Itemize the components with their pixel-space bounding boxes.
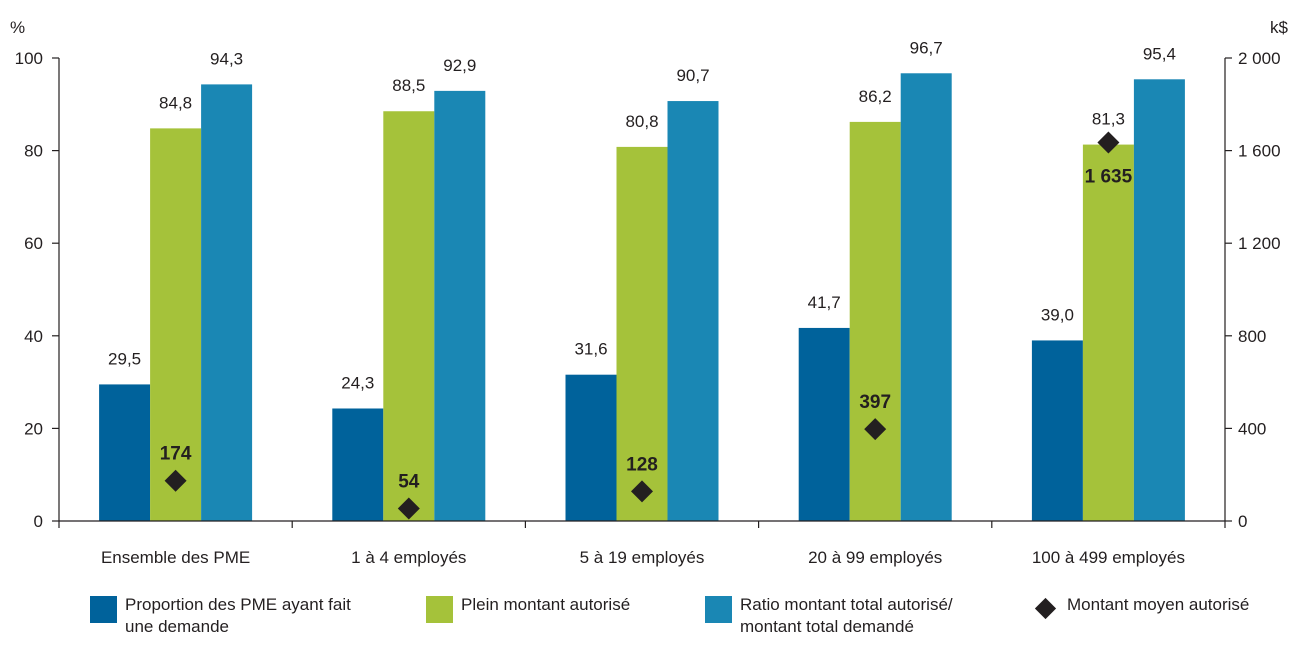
legend-item-proportion: Proportion des PME ayant fait une demand… xyxy=(90,594,351,638)
x-tick-label: Ensemble des PME xyxy=(101,548,250,567)
bar-value-label: 31,6 xyxy=(574,340,607,359)
bar-value-label: 88,5 xyxy=(392,76,425,95)
bar-series-1 xyxy=(798,327,850,521)
bar-series-3 xyxy=(667,101,719,522)
legend-item-montant-moyen: Montant moyen autorisé xyxy=(1032,594,1250,620)
marker-value-label: 174 xyxy=(160,444,192,465)
bar-value-label: 94,3 xyxy=(210,49,243,68)
bar-series-3 xyxy=(434,90,486,522)
bar-series-1 xyxy=(1031,340,1083,521)
diamond-marker xyxy=(164,469,187,492)
bar-value-label: 96,7 xyxy=(910,38,943,57)
combo-bar-chart: 29,5 84,8 94,3 24,3 88,5 92,9 31,6 80,8 90,7 41,7… xyxy=(10,18,1289,567)
y-right-tick-label: 0 xyxy=(1238,512,1247,531)
legend: Proportion des PME ayant fait une demand… xyxy=(0,594,1299,647)
marker-value-label: 1 635 xyxy=(1085,166,1133,187)
y-axis-left-unit: % xyxy=(10,18,25,37)
marker-value-label: 54 xyxy=(398,471,420,492)
marker-value-label: 397 xyxy=(859,392,891,413)
x-axis-ticks: Ensemble des PME 1 à 4 employés 5 à 19 emp… xyxy=(58,521,1226,567)
bar-series-2 xyxy=(1082,144,1134,521)
bar-value-label: 86,2 xyxy=(859,87,892,106)
y-right-tick-label: 1 600 xyxy=(1238,142,1281,161)
y-left-tick-label: 60 xyxy=(24,234,43,253)
bar-value-label: 80,8 xyxy=(625,112,658,131)
diamond-icon xyxy=(1034,597,1057,620)
bar-series-3 xyxy=(201,84,253,522)
diamond-marker xyxy=(397,497,420,520)
legend-item-plein-montant: Plein montant autorisé xyxy=(426,594,630,623)
marker-value-label: 128 xyxy=(626,454,658,475)
x-tick-label: 5 à 19 employés xyxy=(580,548,705,567)
bar-series-2 xyxy=(150,128,202,521)
y-left-tick-label: 80 xyxy=(24,142,43,161)
legend-swatch-ratio xyxy=(705,596,732,623)
bar-value-label: 92,9 xyxy=(443,56,476,75)
legend-swatch-proportion xyxy=(90,596,117,623)
diamond-marker xyxy=(864,418,887,441)
bar-series-3 xyxy=(900,73,952,522)
bar-value-label: 90,7 xyxy=(676,66,709,85)
x-tick-label: 100 à 499 employés xyxy=(1032,548,1185,567)
bar-value-label: 39,0 xyxy=(1041,305,1074,324)
legend-label-proportion: Proportion des PME ayant fait une demand… xyxy=(125,595,351,636)
bar-series-2 xyxy=(616,146,668,521)
y-left-tick-label: 20 xyxy=(24,419,43,438)
x-tick-label: 20 à 99 employés xyxy=(808,548,942,567)
bar-value-label: 41,7 xyxy=(808,293,841,312)
y-left-tick-label: 0 xyxy=(34,512,43,531)
diamond-markers xyxy=(164,131,1120,520)
y-right-tick-label: 800 xyxy=(1238,327,1266,346)
y-left-tick-label: 100 xyxy=(15,49,43,68)
bar-series-3 xyxy=(1133,79,1185,521)
y-left-tick-label: 40 xyxy=(24,327,43,346)
marker-value-labels: 174 54 128 397 1 635 xyxy=(160,166,1133,492)
bar-series-1 xyxy=(99,384,151,521)
bar-series-2 xyxy=(383,111,435,522)
y-right-tick-label: 2 000 xyxy=(1238,49,1281,68)
bar-value-label: 24,3 xyxy=(341,373,374,392)
diamond-marker xyxy=(631,480,653,503)
bar-value-labels: 29,5 84,8 94,3 24,3 88,5 92,9 31,6 80,8 90,7 41,7… xyxy=(108,38,1176,392)
legend-item-ratio: Ratio montant total autorisé/ montant to… xyxy=(705,594,953,638)
legend-swatch-plein-montant xyxy=(426,596,453,623)
x-tick-label: 1 à 4 employés xyxy=(351,548,466,567)
bar-value-label: 95,4 xyxy=(1143,44,1176,63)
bar-value-label: 29,5 xyxy=(108,349,141,368)
bar-series-2 xyxy=(849,121,901,522)
y-right-tick-label: 1 200 xyxy=(1238,234,1281,253)
legend-label-ratio: Ratio montant total autorisé/ montant to… xyxy=(740,595,953,636)
y-axis-right-ticks: 0 400 800 1 200 1 600 2 000 xyxy=(1225,49,1281,531)
bar-value-label: 84,8 xyxy=(159,93,192,112)
y-axis-right-unit: k$ xyxy=(1270,18,1289,37)
bars xyxy=(99,73,1185,522)
bar-series-1 xyxy=(332,408,384,521)
diamond-marker xyxy=(1097,131,1120,154)
y-axis-left-ticks: 0 20 40 60 80 100 xyxy=(15,49,59,531)
y-right-tick-label: 400 xyxy=(1238,419,1266,438)
bar-series-1 xyxy=(565,374,617,521)
axes: 0 20 40 60 80 100 0 400 800 1 200 1 600 2 000 Ense… xyxy=(10,18,1289,567)
legend-label-plein-montant: Plein montant autorisé xyxy=(461,595,631,614)
legend-label-montant-moyen: Montant moyen autorisé xyxy=(1067,595,1250,614)
bar-value-label: 81,3 xyxy=(1092,110,1125,129)
